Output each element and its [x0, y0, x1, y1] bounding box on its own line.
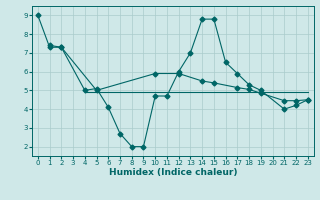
X-axis label: Humidex (Indice chaleur): Humidex (Indice chaleur) — [108, 168, 237, 177]
